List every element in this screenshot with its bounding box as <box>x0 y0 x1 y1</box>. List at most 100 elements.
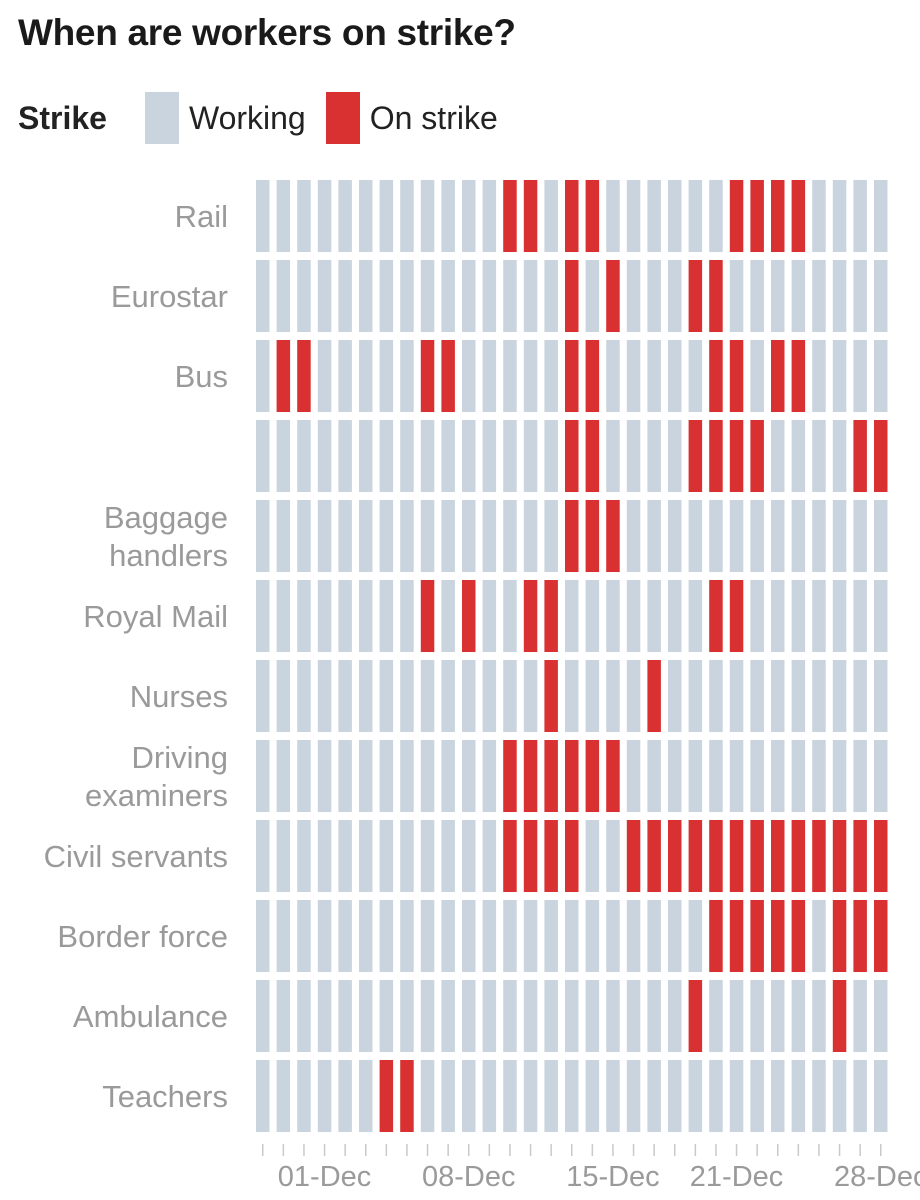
legend-swatch-on-strike <box>325 92 360 144</box>
working-cell-row7-day22 <box>688 740 703 812</box>
working-cell-row11-day10 <box>441 1060 455 1132</box>
working-cell-row10-day26 <box>771 980 785 1052</box>
working-cell-row4-day21 <box>668 500 682 572</box>
working-cell-row0-day11 <box>462 180 476 252</box>
working-cell-row7-day8 <box>400 740 414 812</box>
working-cell-row10-day19 <box>626 980 641 1052</box>
strike-cell-row0-day26 <box>771 180 785 252</box>
row-2 <box>256 340 888 412</box>
working-cell-row5-day19 <box>626 580 641 652</box>
working-cell-row6-day7 <box>379 660 394 732</box>
strike-cell-row8-day19 <box>626 820 641 892</box>
working-cell-row1-day2 <box>276 260 291 332</box>
working-cell-row2-day5 <box>338 340 352 412</box>
row-label-1: Eurostar <box>111 279 228 314</box>
working-cell-row1-day20 <box>647 260 661 332</box>
working-cell-row7-day23 <box>709 740 723 812</box>
working-cell-row10-day23 <box>709 980 723 1052</box>
working-cell-row11-day14 <box>523 1060 538 1132</box>
working-cell-row2-day22 <box>688 340 703 412</box>
working-cell-row7-day28 <box>812 740 826 812</box>
working-cell-row7-day20 <box>647 740 661 812</box>
working-cell-row1-day15 <box>544 260 558 332</box>
working-cell-row2-day29 <box>832 340 847 412</box>
working-cell-row7-day9 <box>420 740 435 812</box>
strike-cell-row8-day15 <box>544 820 558 892</box>
working-cell-row1-day30 <box>853 260 867 332</box>
working-cell-row4-day23 <box>709 500 723 572</box>
working-cell-row9-day7 <box>379 900 394 972</box>
working-cell-row11-day31 <box>874 1060 888 1132</box>
working-cell-row5-day6 <box>359 580 373 652</box>
working-cell-row4-day12 <box>482 500 497 572</box>
working-cell-row6-day31 <box>874 660 888 732</box>
working-cell-row4-day20 <box>647 500 661 572</box>
strike-cell-row9-day27 <box>791 900 806 972</box>
row-7 <box>256 740 888 812</box>
working-cell-row3-day8 <box>400 420 414 492</box>
row-label-9: Border force <box>57 919 228 954</box>
strike-cell-row3-day17 <box>585 420 600 492</box>
working-cell-row1-day27 <box>791 260 806 332</box>
working-cell-row11-day5 <box>338 1060 352 1132</box>
working-cell-row7-day5 <box>338 740 352 812</box>
strike-cell-row0-day17 <box>585 180 600 252</box>
strike-cell-row3-day16 <box>565 420 579 492</box>
working-cell-row3-day7 <box>379 420 394 492</box>
working-cell-row5-day5 <box>338 580 352 652</box>
working-cell-row1-day3 <box>297 260 311 332</box>
working-cell-row2-day13 <box>503 340 517 412</box>
working-cell-row10-day1 <box>256 980 270 1052</box>
working-cell-row9-day8 <box>400 900 414 972</box>
working-cell-row5-day3 <box>297 580 311 652</box>
strike-cell-row8-day25 <box>750 820 764 892</box>
working-cell-row1-day8 <box>400 260 414 332</box>
working-cell-row6-day13 <box>503 660 517 732</box>
working-cell-row0-day19 <box>626 180 641 252</box>
working-cell-row2-day28 <box>812 340 826 412</box>
working-cell-row11-day17 <box>585 1060 600 1132</box>
working-cell-row5-day26 <box>771 580 785 652</box>
working-cell-row5-day21 <box>668 580 682 652</box>
x-tick-label-2: 15-Dec <box>566 1161 660 1193</box>
row-label-7-line0: Driving <box>132 740 228 775</box>
working-cell-row11-day19 <box>626 1060 641 1132</box>
strike-cell-row8-day20 <box>647 820 661 892</box>
row-3 <box>256 420 888 492</box>
strike-cell-row2-day27 <box>791 340 806 412</box>
working-cell-row4-day11 <box>462 500 476 572</box>
working-cell-row5-day8 <box>400 580 414 652</box>
working-cell-row1-day5 <box>338 260 352 332</box>
working-cell-row2-day14 <box>523 340 538 412</box>
working-cell-row11-day23 <box>709 1060 723 1132</box>
working-cell-row9-day10 <box>441 900 455 972</box>
working-cell-row0-day2 <box>276 180 291 252</box>
working-cell-row10-day6 <box>359 980 373 1052</box>
strike-cell-row8-day28 <box>812 820 826 892</box>
working-cell-row10-day13 <box>503 980 517 1052</box>
strike-cell-row8-day29 <box>832 820 847 892</box>
working-cell-row0-day20 <box>647 180 661 252</box>
working-cell-row10-day15 <box>544 980 558 1052</box>
working-cell-row11-day2 <box>276 1060 291 1132</box>
working-cell-row3-day27 <box>791 420 806 492</box>
working-cell-row6-day30 <box>853 660 867 732</box>
working-cell-row6-day16 <box>565 660 579 732</box>
working-cell-row9-day21 <box>668 900 682 972</box>
working-cell-row1-day24 <box>729 260 744 332</box>
working-cell-row3-day29 <box>832 420 847 492</box>
working-cell-row10-day18 <box>606 980 620 1052</box>
working-cell-row7-day2 <box>276 740 291 812</box>
working-cell-row9-day5 <box>338 900 352 972</box>
strike-cell-row3-day22 <box>688 420 703 492</box>
strike-cell-row10-day22 <box>688 980 703 1052</box>
working-cell-row3-day21 <box>668 420 682 492</box>
working-cell-row6-day12 <box>482 660 497 732</box>
working-cell-row5-day31 <box>874 580 888 652</box>
working-cell-row3-day6 <box>359 420 373 492</box>
strike-cell-row5-day24 <box>729 580 744 652</box>
working-cell-row9-day16 <box>565 900 579 972</box>
working-cell-row9-day20 <box>647 900 661 972</box>
working-cell-row11-day27 <box>791 1060 806 1132</box>
strike-cell-row1-day16 <box>565 260 579 332</box>
